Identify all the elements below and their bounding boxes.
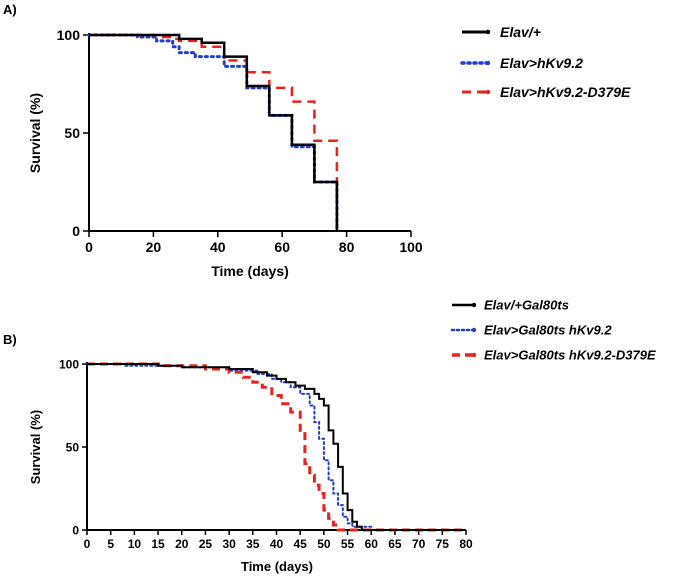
panel-b-x-tick-label: 25 (199, 537, 213, 551)
panel-a-y-tick-label: 50 (64, 125, 80, 141)
panel-a-y-tick-label: 100 (57, 27, 81, 43)
panel-b-x-tick-label: 55 (341, 537, 355, 551)
panel-b-x-tick-label: 50 (317, 537, 331, 551)
panel-a-x-tick-label: 40 (210, 239, 226, 255)
panel-a-x-tick-label: 80 (339, 239, 355, 255)
panel-b-x-tick-label: 20 (175, 537, 189, 551)
panel-b-legend-label-3: Elav>Gal80ts hKv9.2-D379E (484, 348, 656, 363)
panel-a-legend-label-2: Elav>hKv9.2 (500, 55, 583, 71)
panel-b-legend-marker-3 (471, 352, 477, 358)
panel-b-series-line-2 (86, 363, 467, 531)
panel-a-legend-marker-2 (485, 60, 491, 66)
panel-b-label: B) (3, 332, 17, 347)
panel-b-legend-marker-1 (471, 302, 477, 308)
panel-b-series-line-3 (87, 362, 466, 532)
panel-b-y-tick-label: 100 (59, 357, 79, 371)
panel-a-y-tick-label: 0 (72, 223, 80, 239)
panel-a-series-line-2 (87, 33, 339, 233)
panel-a-legend-label-3: Elav>hKv9.2-D379E (500, 84, 631, 100)
panel-b-series-line-1 (87, 363, 466, 531)
panel-a-series-line-1 (89, 33, 339, 231)
panel-b-x-tick-label: 45 (294, 537, 308, 551)
panel-a-y-axis-title: Survival (%) (27, 93, 43, 173)
panel-a-legend-marker-1 (485, 29, 491, 35)
panel-b-x-tick-label: 30 (222, 537, 236, 551)
panel-a-x-tick-label: 60 (274, 239, 290, 255)
panel-b-x-tick-label: 35 (246, 537, 260, 551)
panel-b-x-tick-label: 80 (459, 537, 473, 551)
panel-b-y-tick-label: 0 (72, 523, 79, 537)
panel-b-x-tick-label: 70 (412, 537, 426, 551)
panel-b-x-tick-label: 0 (84, 537, 91, 551)
panel-a-legend-marker-3 (485, 89, 491, 95)
panel-b-y-axis-title: Survival (%) (28, 410, 43, 484)
panel-a-x-tick-label: 100 (399, 239, 423, 255)
panel-a-legend-label-1: Elav/+ (500, 24, 541, 40)
panel-b-legend-label-1: Elav/+Gal80ts (484, 298, 569, 313)
panel-b-x-axis-title: Time (days) (241, 559, 313, 574)
panel-b-x-tick-label: 5 (107, 537, 114, 551)
panel-b-legend-label-2: Elav>Gal80ts hKv9.2 (484, 323, 612, 338)
panel-b-x-tick-label: 60 (365, 537, 379, 551)
panel-b-x-tick-label: 65 (388, 537, 402, 551)
panel-b-legend-marker-2 (471, 327, 477, 333)
panel-a-x-tick-label: 20 (146, 239, 162, 255)
panel-b-x-tick-label: 40 (270, 537, 284, 551)
panel-a-label: A) (3, 2, 17, 17)
panel-b-x-tick-label: 10 (128, 537, 142, 551)
panel-b-y-tick-label: 50 (66, 440, 80, 454)
panel-b-x-tick-label: 75 (436, 537, 450, 551)
panel-a-series-line-3 (89, 33, 339, 231)
panel-a-x-tick-label: 0 (85, 239, 93, 255)
panel-a-x-axis-title: Time (days) (211, 263, 289, 279)
panel-b-x-tick-label: 15 (151, 537, 165, 551)
